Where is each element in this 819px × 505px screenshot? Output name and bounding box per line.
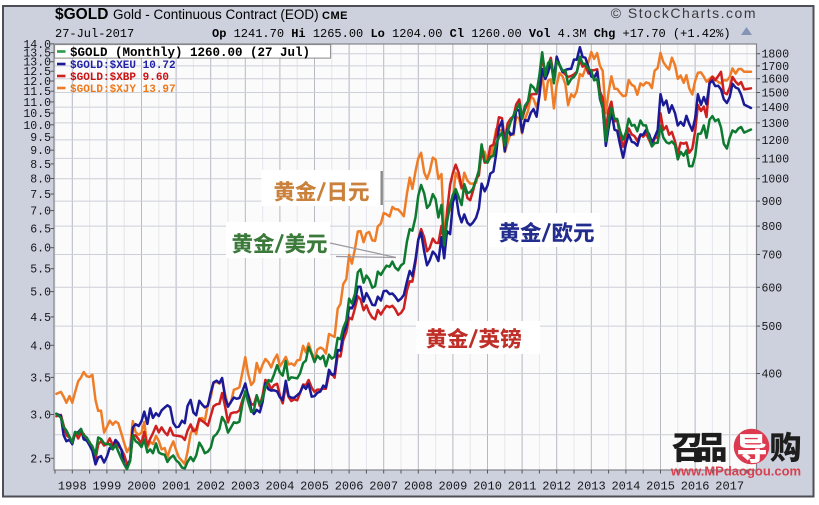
svg-text:2.5: 2.5: [30, 453, 51, 466]
svg-text:1200: 1200: [762, 135, 790, 148]
svg-text:Op 1241.70 Hi 1265.00 Lo 1204.: Op 1241.70 Hi 1265.00 Lo 1204.00 Cl 1260…: [212, 27, 731, 41]
svg-text:3.5: 3.5: [30, 372, 51, 385]
svg-text:$GOLD:$XEU 10.72: $GOLD:$XEU 10.72: [70, 60, 176, 72]
svg-text:2005: 2005: [300, 480, 329, 494]
svg-text:2009: 2009: [438, 480, 467, 494]
svg-text:Gold - Continuous Contract (EO: Gold - Continuous Contract (EOD): [113, 7, 319, 22]
svg-text:1000: 1000: [762, 174, 790, 187]
svg-text:400: 400: [762, 369, 783, 382]
svg-text:1600: 1600: [762, 74, 790, 87]
svg-text:12.5: 12.5: [23, 66, 51, 79]
svg-text:$GOLD:$XBP 9.60: $GOLD:$XBP 9.60: [70, 72, 169, 84]
svg-text:$GOLD: $GOLD: [55, 6, 108, 23]
svg-text:8.0: 8.0: [30, 174, 51, 187]
svg-text:5.5: 5.5: [30, 264, 51, 277]
svg-text:www.MPdaogou.com: www.MPdaogou.com: [670, 464, 801, 479]
svg-text:3.0: 3.0: [30, 410, 51, 423]
svg-text:2003: 2003: [231, 480, 260, 494]
svg-text:1100: 1100: [762, 153, 790, 166]
svg-text:1999: 1999: [92, 480, 121, 494]
svg-text:2002: 2002: [196, 480, 225, 494]
svg-text:4.0: 4.0: [30, 340, 51, 353]
svg-text:7.5: 7.5: [30, 189, 51, 202]
svg-text:2013: 2013: [577, 480, 606, 494]
svg-text:2001: 2001: [162, 480, 191, 494]
svg-text:1800: 1800: [762, 49, 790, 62]
svg-text:2016: 2016: [681, 480, 710, 494]
svg-text:27-Jul-2017: 27-Jul-2017: [55, 27, 134, 41]
svg-text:900: 900: [762, 196, 783, 209]
svg-text:700: 700: [762, 250, 783, 263]
svg-text:2012: 2012: [542, 480, 571, 494]
svg-text:$GOLD:$XJY 13.97: $GOLD:$XJY 13.97: [70, 84, 176, 96]
svg-text:1998: 1998: [58, 480, 87, 494]
svg-text:4.5: 4.5: [30, 312, 51, 325]
svg-text:7.0: 7.0: [30, 206, 51, 219]
svg-text:11.5: 11.5: [23, 86, 51, 99]
svg-text:$GOLD (Monthly) 1260.00 (27 Ju: $GOLD (Monthly) 1260.00 (27 Jul): [70, 46, 310, 60]
svg-text:12.0: 12.0: [23, 76, 51, 89]
svg-text:9.0: 9.0: [30, 145, 51, 158]
svg-text:2015: 2015: [646, 480, 675, 494]
svg-text:5.0: 5.0: [30, 287, 51, 300]
svg-text:1400: 1400: [762, 102, 790, 115]
svg-text:10.5: 10.5: [23, 108, 51, 121]
svg-text:8.5: 8.5: [30, 159, 51, 172]
svg-text:2004: 2004: [265, 480, 294, 494]
svg-text:© StockCharts.com: © StockCharts.com: [611, 5, 757, 21]
svg-text:1700: 1700: [762, 61, 790, 74]
svg-text:2017: 2017: [715, 480, 744, 494]
svg-text:2014: 2014: [611, 480, 640, 494]
svg-text:6.0: 6.0: [30, 243, 51, 256]
svg-text:6.5: 6.5: [30, 224, 51, 237]
svg-text:2008: 2008: [404, 480, 433, 494]
svg-text:2011: 2011: [508, 480, 537, 494]
svg-text:13.5: 13.5: [23, 48, 51, 61]
svg-text:1500: 1500: [762, 88, 790, 101]
svg-text:14.0: 14.0: [23, 39, 51, 52]
svg-text:11.0: 11.0: [23, 97, 51, 110]
svg-text:2006: 2006: [335, 480, 364, 494]
svg-text:800: 800: [762, 221, 783, 234]
svg-text:2000: 2000: [127, 480, 156, 494]
svg-text:2007: 2007: [369, 480, 398, 494]
svg-text:600: 600: [762, 282, 783, 295]
svg-text:CME: CME: [322, 10, 348, 22]
svg-text:9.5: 9.5: [30, 132, 51, 145]
svg-text:500: 500: [762, 321, 783, 334]
svg-text:10.0: 10.0: [23, 120, 51, 133]
svg-text:13.0: 13.0: [23, 57, 51, 70]
svg-text:2010: 2010: [473, 480, 502, 494]
svg-text:1300: 1300: [762, 118, 790, 131]
